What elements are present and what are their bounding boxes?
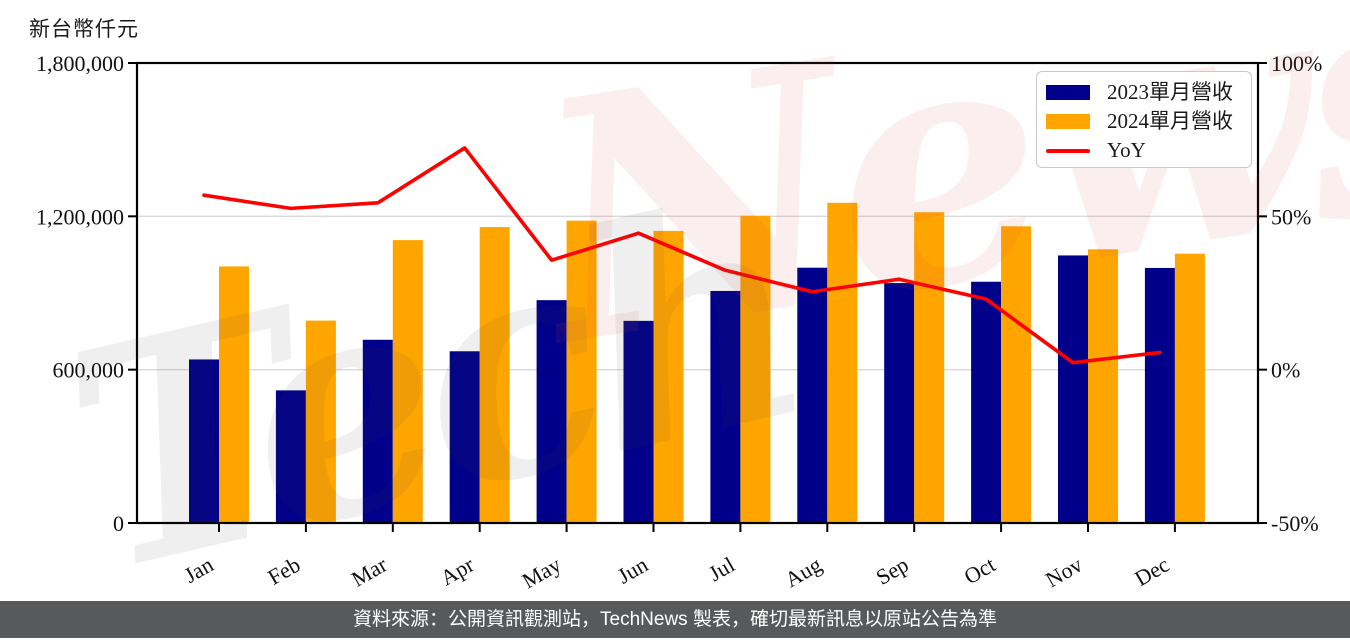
bar-2024-mar [392, 240, 423, 523]
legend-swatch-2023 [1046, 85, 1090, 100]
x-tick-label-oct: Oct [960, 552, 1000, 590]
chart-legend: 2023單月營收 2024單月營收 YoY [1036, 71, 1252, 168]
left-axis-unit-label: 新台幣仟元 [29, 17, 139, 41]
right-axis-tick-label: 0% [1271, 358, 1300, 383]
plot-frame [135, 61, 1260, 525]
x-tick-label-feb: Feb [263, 552, 304, 590]
bar-2024-jul [740, 215, 771, 524]
left-axis-tick-label: 1,200,000 [36, 204, 124, 229]
bar-2024-feb [305, 320, 336, 523]
bar-2023-may [536, 300, 567, 523]
bar-2023-jul [710, 290, 741, 523]
bar-2023-oct [971, 281, 1002, 523]
bar-2024-may [566, 220, 597, 523]
bar-2023-aug [797, 267, 828, 523]
left-axis-tick-label: 0 [113, 511, 124, 536]
bar-2023-mar [362, 339, 393, 523]
bar-2023-dec [1144, 267, 1175, 523]
bar-2023-jan [189, 359, 219, 523]
legend-line-swatch-yoy [1046, 148, 1090, 153]
x-tick-label-aug: Aug [780, 552, 825, 593]
left-axis-tick-label: 600,000 [53, 358, 125, 383]
right-axis-tick-label: -50% [1271, 511, 1319, 536]
bar-2024-dec [1174, 253, 1205, 523]
bar-2024-apr [479, 227, 510, 524]
bar-2024-sep [914, 212, 945, 523]
x-tick-label-may: May [518, 552, 565, 594]
x-tick-label-nov: Nov [1041, 552, 1086, 593]
legend-item-yoy: YoY [1046, 136, 1251, 165]
right-axis-tick-label: 50% [1271, 204, 1311, 229]
x-tick-label-jan: Jan [180, 552, 218, 588]
yoy-line [202, 146, 1162, 365]
bar-2024-jun [653, 230, 684, 523]
legend-label-2024: 2024單月營收 [1107, 109, 1233, 133]
bar-2023-feb [275, 390, 306, 523]
legend-swatch-2024 [1046, 114, 1090, 129]
bar-2024-jan [219, 266, 249, 523]
bar-2023-nov [1058, 255, 1088, 523]
x-tick-label-apr: Apr [436, 551, 479, 590]
revenue-yoy-chart: 0 600,000 1,200,000 1,800,000 -50% 0% 50% 100% J… [36, 51, 1322, 594]
x-tick-label-dec: Dec [1130, 552, 1173, 591]
x-tick-label-sep: Sep [872, 552, 913, 590]
bar-2023-sep [884, 283, 915, 523]
source-note-bar: 資料來源：公開資訊觀測站，TechNews 製表，確切最新訊息以原站公告為準 [0, 601, 1350, 638]
bar-2024-nov [1088, 249, 1118, 524]
right-axis-tick-label: 100% [1271, 51, 1322, 76]
bar-2024-oct [1001, 226, 1032, 524]
x-tick-label-mar: Mar [347, 551, 392, 591]
legend-label-2023: 2023單月營收 [1107, 80, 1233, 104]
bar-2023-apr [449, 351, 480, 523]
legend-label-yoy: YoY [1107, 138, 1146, 162]
left-axis-tick-label: 1,800,000 [36, 51, 124, 76]
bar-2023-jun [623, 320, 654, 523]
x-tick-label-jul: Jul [704, 552, 739, 586]
legend-item-2024: 2024單月營收 [1046, 107, 1251, 136]
x-tick-label-jun: Jun [613, 552, 652, 589]
legend-item-2023: 2023單月營收 [1046, 78, 1251, 107]
bar-2024-aug [827, 202, 858, 524]
